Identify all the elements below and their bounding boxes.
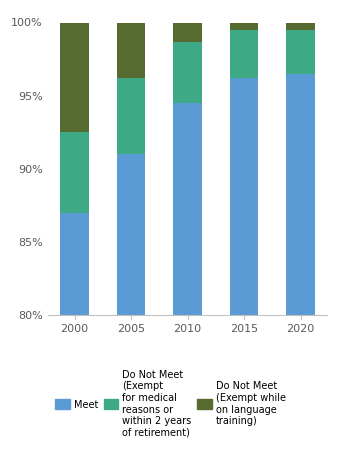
Legend: Meet, Do Not Meet
(Exempt
for medical
reasons or
within 2 years
of retirement), : Meet, Do Not Meet (Exempt for medical re…: [52, 367, 289, 441]
Bar: [286, 22, 315, 30]
Bar: [60, 22, 89, 132]
Bar: [230, 30, 258, 78]
Bar: [174, 103, 202, 315]
Bar: [230, 22, 258, 30]
Bar: [117, 78, 145, 154]
Bar: [174, 41, 202, 103]
Bar: [60, 132, 89, 213]
Bar: [174, 22, 202, 41]
Bar: [230, 78, 258, 315]
Bar: [117, 22, 145, 78]
Bar: [286, 74, 315, 315]
Bar: [60, 213, 89, 315]
Bar: [286, 30, 315, 74]
Bar: [117, 154, 145, 315]
